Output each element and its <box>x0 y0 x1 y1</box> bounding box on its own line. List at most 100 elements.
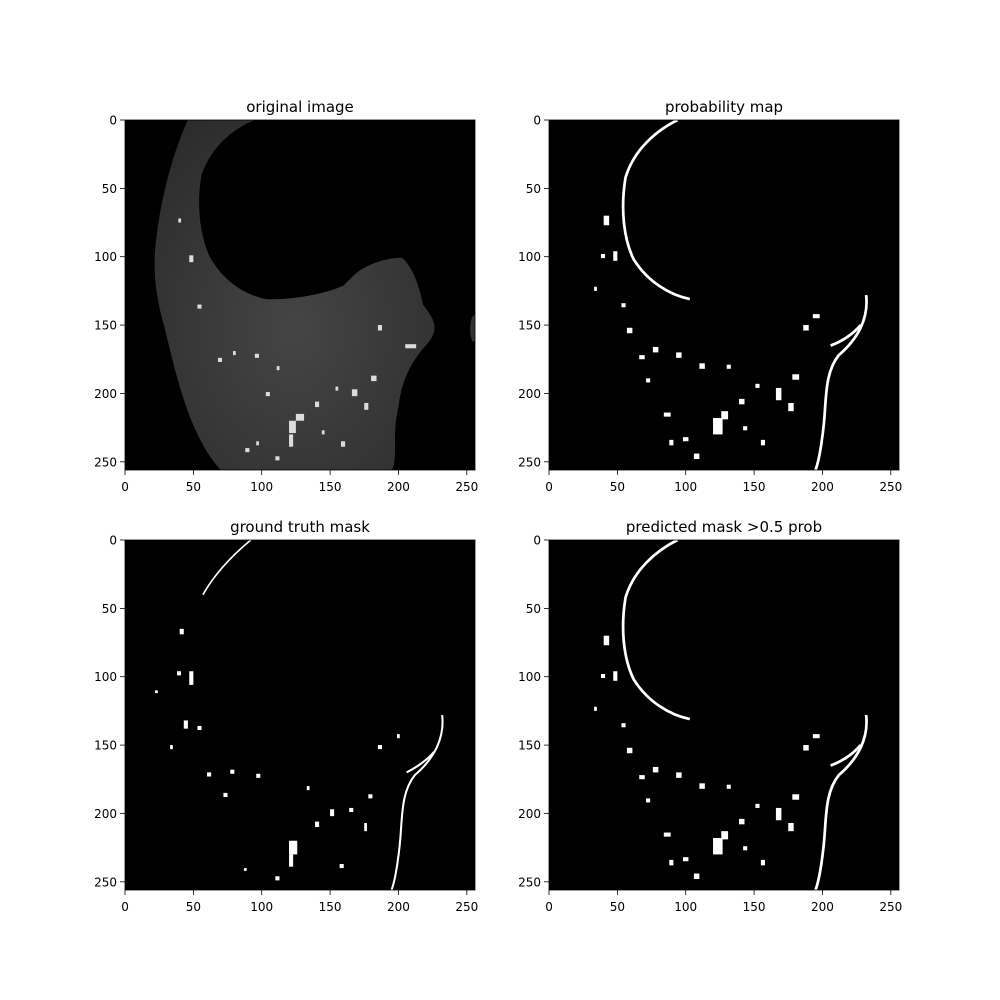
x-tick-label: 250 <box>455 480 478 494</box>
x-tick: 250 <box>455 890 478 914</box>
y-tick: 250 <box>94 455 125 469</box>
x-axis: 0 50 100 150 200 250 <box>545 470 902 494</box>
x-tick: 0 <box>121 470 129 494</box>
y-axis: 0 50 100 150 200 250 <box>518 114 549 469</box>
x-tick-label: 100 <box>250 480 273 494</box>
x-tick: 200 <box>811 470 834 494</box>
image-area <box>125 540 475 890</box>
lung-boundary-line <box>830 324 862 347</box>
y-tick-label: 100 <box>94 250 117 264</box>
y-tick-label: 150 <box>518 739 541 753</box>
x-tick-label: 0 <box>121 480 129 494</box>
lung-region <box>154 120 435 470</box>
x-tick-label: 50 <box>610 480 625 494</box>
x-tick-label: 250 <box>879 480 902 494</box>
x-tick: 0 <box>121 890 129 914</box>
y-tick-label: 100 <box>518 250 541 264</box>
mask-boundary-line <box>830 744 862 767</box>
lung-fragment <box>470 314 475 342</box>
y-tick: 250 <box>94 875 125 889</box>
y-tick: 250 <box>518 875 549 889</box>
y-tick: 200 <box>518 387 549 401</box>
axes-frame <box>124 119 476 471</box>
y-tick: 0 <box>533 114 549 128</box>
y-tick: 200 <box>94 807 125 821</box>
y-tick-label: 150 <box>94 739 117 753</box>
x-tick-label: 250 <box>455 900 478 914</box>
y-tick: 100 <box>94 250 125 264</box>
y-tick: 200 <box>518 807 549 821</box>
y-tick: 100 <box>518 670 549 684</box>
panel-predicted-mask: predicted mask >0.5 prob <box>518 518 902 914</box>
y-axis: 0 50 100 150 200 250 <box>94 114 125 469</box>
axes-frame <box>548 539 900 891</box>
vessel-spots <box>178 218 417 461</box>
x-tick: 50 <box>186 470 201 494</box>
predicted-mask-image <box>594 538 868 891</box>
activation-blobs <box>594 215 820 460</box>
panel-title: original image <box>246 98 354 116</box>
probability-image <box>594 118 868 471</box>
y-axis: 0 50 100 150 200 250 <box>94 534 125 889</box>
mask-boundary-line <box>406 751 435 774</box>
y-tick-label: 0 <box>109 114 117 128</box>
x-tick-label: 200 <box>387 480 410 494</box>
axes-frame <box>548 119 900 471</box>
y-tick: 150 <box>518 739 549 753</box>
x-tick-label: 200 <box>387 900 410 914</box>
y-tick: 150 <box>518 319 549 333</box>
axes-frame <box>124 539 476 891</box>
x-axis: 0 50 100 150 200 250 <box>121 470 478 494</box>
x-tick: 50 <box>186 890 201 914</box>
y-tick-label: 200 <box>518 387 541 401</box>
x-tick-label: 200 <box>811 480 834 494</box>
x-tick-label: 50 <box>186 480 201 494</box>
y-tick: 250 <box>518 455 549 469</box>
y-tick-label: 100 <box>94 670 117 684</box>
x-tick: 150 <box>319 470 342 494</box>
x-axis: 0 50 100 150 200 250 <box>121 890 478 914</box>
panel-probability-map: probability map <box>518 98 902 494</box>
x-tick: 250 <box>879 890 902 914</box>
panel-title: probability map <box>665 98 783 116</box>
mask-boundary-line <box>814 714 868 891</box>
y-tick: 200 <box>94 387 125 401</box>
y-tick-label: 50 <box>102 602 117 616</box>
y-tick: 100 <box>94 670 125 684</box>
y-tick: 50 <box>526 182 549 196</box>
x-tick-label: 0 <box>121 900 129 914</box>
panel-title: ground truth mask <box>230 518 370 536</box>
y-tick-label: 250 <box>94 875 117 889</box>
y-tick-label: 50 <box>526 182 541 196</box>
y-tick-label: 50 <box>102 182 117 196</box>
mask-boundary-line <box>390 714 444 891</box>
mask-blobs <box>155 628 400 881</box>
x-tick-label: 150 <box>743 900 766 914</box>
x-tick: 50 <box>610 890 625 914</box>
y-tick: 150 <box>94 319 125 333</box>
x-tick: 200 <box>811 890 834 914</box>
lung-boundary-line <box>621 118 691 301</box>
y-tick-label: 200 <box>94 387 117 401</box>
x-tick-label: 50 <box>186 900 201 914</box>
y-tick-label: 0 <box>109 534 117 548</box>
x-tick: 150 <box>319 890 342 914</box>
y-tick: 50 <box>102 602 125 616</box>
x-tick: 100 <box>250 890 273 914</box>
y-tick: 50 <box>526 602 549 616</box>
x-tick-label: 200 <box>811 900 834 914</box>
x-tick-label: 0 <box>545 480 553 494</box>
y-tick-label: 0 <box>533 114 541 128</box>
y-tick-label: 200 <box>94 807 117 821</box>
panel-ground-truth-mask: ground truth mask <box>94 518 478 914</box>
x-tick: 200 <box>387 470 410 494</box>
x-tick: 100 <box>674 470 697 494</box>
x-tick-label: 100 <box>250 900 273 914</box>
y-tick: 150 <box>94 739 125 753</box>
y-tick: 50 <box>102 182 125 196</box>
x-tick: 250 <box>879 470 902 494</box>
y-tick-label: 0 <box>533 534 541 548</box>
y-axis: 0 50 100 150 200 250 <box>518 534 549 889</box>
y-tick: 0 <box>109 114 125 128</box>
